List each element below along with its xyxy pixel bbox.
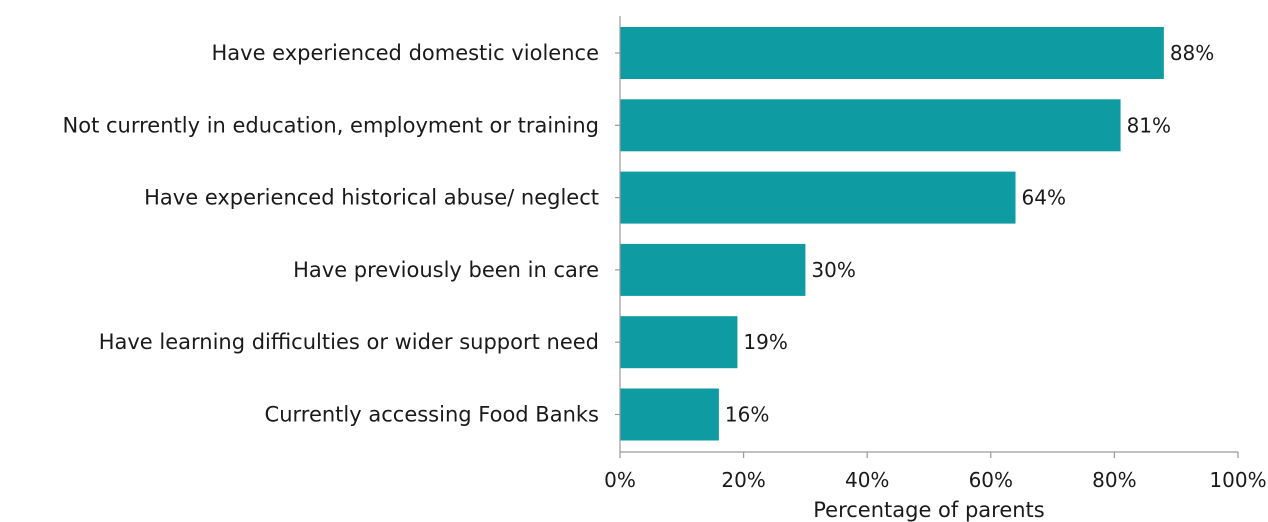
category-label: Currently accessing Food Banks	[265, 403, 599, 427]
axes-group	[615, 16, 1238, 453]
x-tick-label: 100%	[1209, 468, 1266, 492]
x-ticks-group: 0% 20% 40% 60% 80% 100%	[604, 452, 1267, 492]
bars-group: Have experienced domestic violence 88% Not…	[63, 27, 1214, 441]
bar	[620, 243, 806, 296]
data-label: 88%	[1170, 41, 1214, 65]
x-tick-label: 0%	[604, 468, 636, 492]
x-tick-label: 80%	[1092, 468, 1136, 492]
category-label: Have experienced domestic violence	[211, 41, 599, 65]
category-label: Have experienced historical abuse/ negle…	[144, 186, 599, 210]
x-tick-label: 60%	[969, 468, 1013, 492]
category-label: Have previously been in care	[293, 258, 599, 282]
bar	[620, 171, 1016, 224]
bar	[620, 388, 719, 441]
category-label: Not currently in education, employment o…	[63, 113, 599, 137]
bar	[620, 27, 1164, 79]
x-tick-label: 40%	[845, 468, 889, 492]
category-label: Have learning difficulties or wider supp…	[99, 330, 599, 354]
x-axis-title: Percentage of parents	[813, 498, 1045, 522]
data-label: 16%	[725, 403, 769, 427]
data-label: 19%	[743, 330, 787, 354]
data-label: 81%	[1127, 113, 1171, 137]
bar	[620, 316, 738, 369]
data-label: 30%	[811, 258, 855, 282]
bar	[620, 99, 1121, 152]
data-label: 64%	[1022, 186, 1066, 210]
x-tick-label: 20%	[721, 468, 765, 492]
